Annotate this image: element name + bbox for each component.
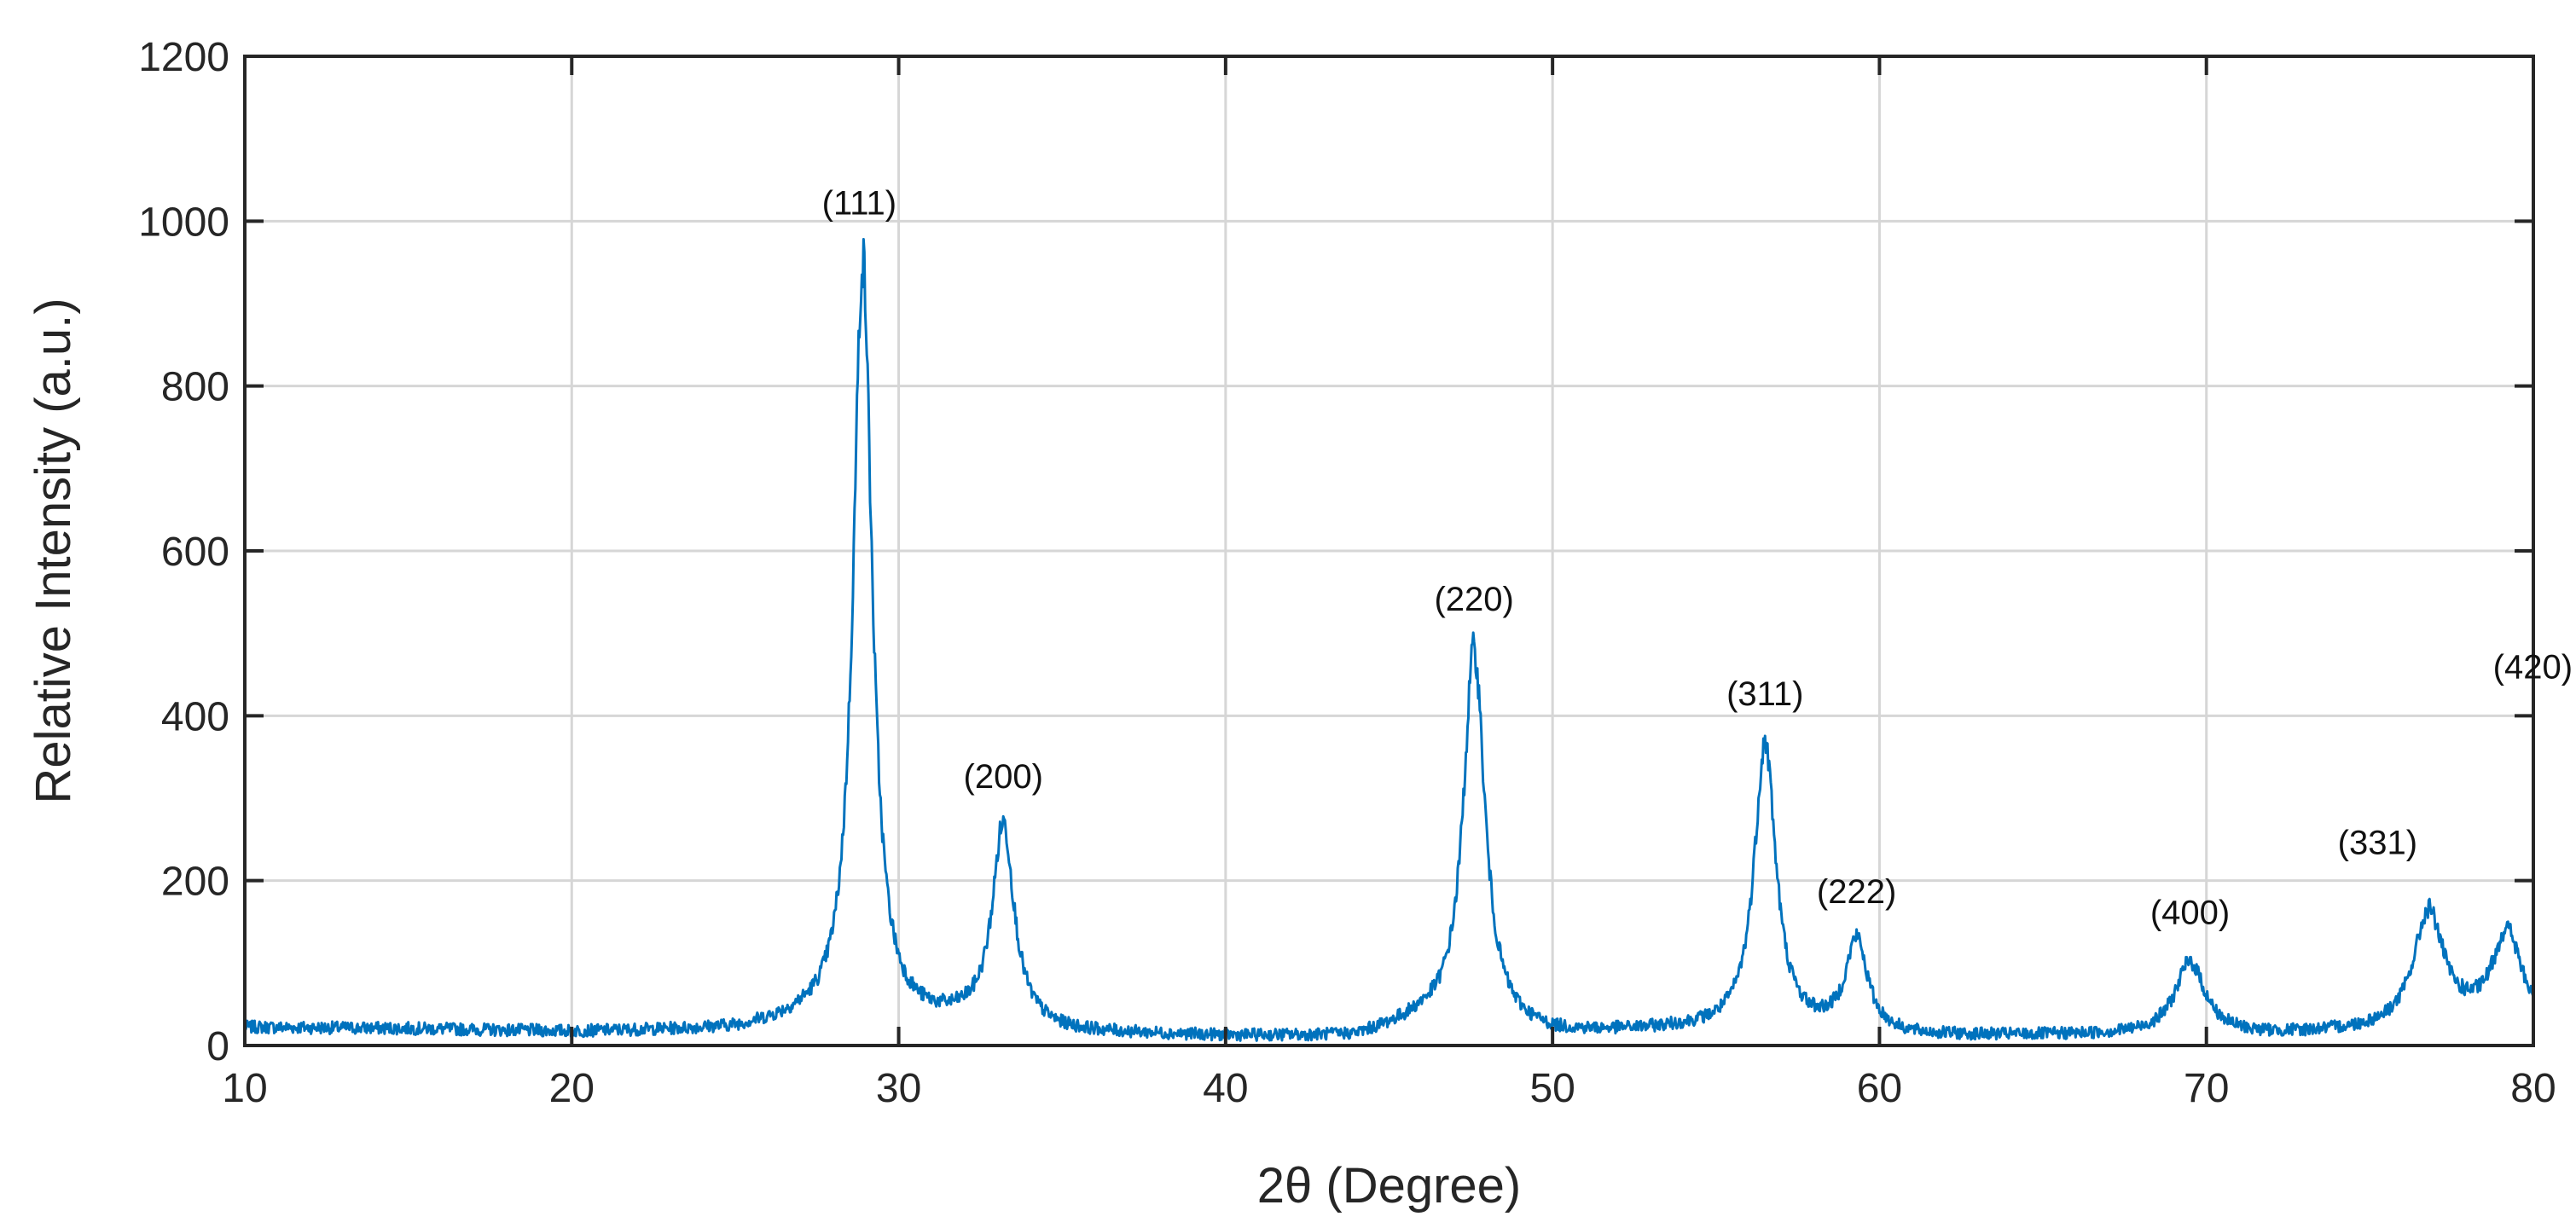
y-tick-label: 1000 xyxy=(138,200,229,245)
peak-label: (200) xyxy=(964,758,1043,796)
peak-label: (311) xyxy=(1726,675,1803,713)
peak-label: (400) xyxy=(2150,894,2230,931)
peak-label: (220) xyxy=(1434,581,1513,618)
x-tick-label: 40 xyxy=(1203,1066,1248,1111)
peak-label: (420) xyxy=(2493,649,2573,686)
y-tick-label: 0 xyxy=(206,1024,229,1069)
peak-label: (222) xyxy=(1817,873,1896,911)
peak-labels: (111) (200) (220) (311) (222) (400) (331) (420) xyxy=(822,185,2573,932)
y-axis-title: Relative Intensity (a.u.) xyxy=(26,298,81,803)
peak-label: (111) xyxy=(822,185,896,223)
y-tick-label: 1200 xyxy=(138,35,229,80)
plot-lines xyxy=(243,237,2535,1042)
x-tick-label: 10 xyxy=(222,1066,267,1111)
x-tick-label: 80 xyxy=(2510,1066,2556,1111)
x-tick-label: 20 xyxy=(549,1066,595,1111)
x-tick-label: 50 xyxy=(1529,1066,1575,1111)
y-tick-label: 200 xyxy=(161,860,229,905)
x-tick-label: 70 xyxy=(2184,1066,2229,1111)
xrd-series-line xyxy=(243,237,2535,1042)
x-axis-title: 2θ (Degree) xyxy=(1257,1158,1521,1214)
y-tick-label: 600 xyxy=(161,530,229,575)
y-tick-label: 400 xyxy=(161,694,229,739)
grid-lines xyxy=(243,55,2535,1047)
y-tick-label: 800 xyxy=(161,365,229,410)
x-tick-label: 30 xyxy=(876,1066,921,1111)
axes xyxy=(243,55,2535,1047)
x-tick-label: 60 xyxy=(1857,1066,1902,1111)
peak-label: (331) xyxy=(2338,824,2417,861)
